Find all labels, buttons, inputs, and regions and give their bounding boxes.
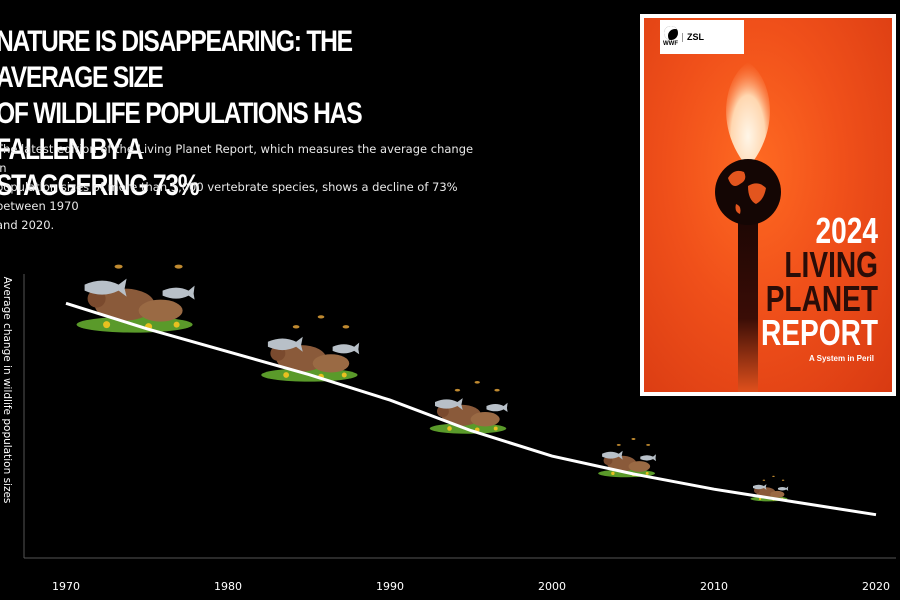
x-tick-label: 1980 — [214, 580, 242, 593]
bird-icon — [616, 443, 621, 446]
shark-icon — [602, 450, 623, 460]
report-title: 2024 LIVING PLANET REPORT — [760, 213, 878, 353]
bird-icon — [646, 443, 651, 446]
fish-icon — [640, 454, 656, 462]
bird-icon — [494, 388, 500, 392]
bird-icon — [772, 475, 775, 478]
bird-icon — [292, 325, 300, 329]
bird-icon — [114, 264, 123, 269]
report-cover: WWF ZSL 2024 LIVING PLANET REPORT A Syst… — [640, 14, 896, 396]
fish-icon — [162, 285, 195, 300]
bird-icon — [474, 380, 480, 384]
wwf-logo: WWF — [663, 26, 678, 48]
headline-line-3: STAGGERING 73% — [0, 169, 200, 202]
flower-icon — [447, 426, 452, 431]
report-year: 2024 — [815, 210, 878, 251]
bird-icon — [342, 325, 350, 329]
shark-icon — [84, 278, 127, 297]
x-tick-label: 2020 — [862, 580, 890, 593]
partner-logos: WWF ZSL — [660, 20, 744, 54]
bird-icon — [174, 264, 183, 269]
flower-icon — [283, 372, 290, 378]
panda-icon — [663, 26, 678, 40]
bird-icon — [781, 479, 785, 481]
shark-icon — [435, 398, 463, 410]
rhino-icon — [138, 299, 183, 322]
flower-icon — [493, 426, 498, 431]
x-tick-labels: 1970 1980 1990 2000 2010 2020 — [52, 580, 890, 593]
x-tick-label: 1990 — [376, 580, 404, 593]
population-chart: Average change in wildlife population si… — [1, 264, 896, 593]
intro-paragraph: The latest edition of the Living Planet … — [0, 140, 486, 235]
shark-icon — [753, 484, 767, 490]
y-axis-label: Average change in wildlife population si… — [1, 277, 13, 504]
report-subtitle: A System in Peril — [808, 354, 874, 363]
x-tick-label: 2010 — [700, 580, 728, 593]
bird-icon — [317, 315, 325, 319]
report-title-line-1: LIVING — [784, 244, 878, 285]
headline-line-2: OF WILDLIFE POPULATIONS HAS FALLEN BY A — [0, 97, 363, 166]
animal-cluster — [261, 315, 360, 382]
series-line — [65, 301, 877, 517]
fish-icon — [777, 486, 789, 491]
rhino-icon — [770, 490, 785, 498]
headline: NATURE IS DISAPPEARING: THE AVERAGE SIZE… — [0, 24, 455, 204]
report-title-line-3: REPORT — [760, 312, 878, 353]
headline-line-1: NATURE IS DISAPPEARING: THE AVERAGE SIZE — [0, 25, 353, 94]
bird-icon — [762, 479, 766, 481]
matchstick-earth-icon — [715, 62, 781, 392]
flower-icon — [758, 497, 762, 500]
fish-icon — [486, 402, 508, 412]
flower-icon — [611, 471, 615, 476]
rhino-icon — [628, 461, 651, 472]
intro-line-2: population sizes of more than 5,000 vert… — [0, 180, 458, 213]
x-tick-label: 1970 — [52, 580, 80, 593]
report-title-line-2: PLANET — [765, 278, 878, 319]
rhino-icon — [470, 411, 500, 427]
chart-axes — [23, 274, 896, 559]
shark-icon — [267, 336, 303, 352]
fish-icon — [332, 342, 360, 355]
flower-icon — [341, 372, 347, 378]
animal-cluster — [429, 380, 508, 434]
zsl-logo: ZSL — [682, 32, 704, 42]
intro-line-1: The latest edition of the Living Planet … — [0, 142, 474, 175]
rhino-icon — [312, 354, 350, 373]
flower-icon — [103, 321, 111, 329]
x-tick-label: 2000 — [538, 580, 566, 593]
flower-icon — [173, 321, 180, 328]
bird-icon — [631, 438, 636, 441]
flower-icon — [645, 471, 649, 475]
bird-icon — [454, 388, 461, 392]
animal-cluster — [76, 264, 195, 333]
report-cover-art: WWF ZSL 2024 LIVING PLANET REPORT A Syst… — [644, 18, 892, 392]
intro-line-3: and 2020. — [0, 218, 55, 232]
